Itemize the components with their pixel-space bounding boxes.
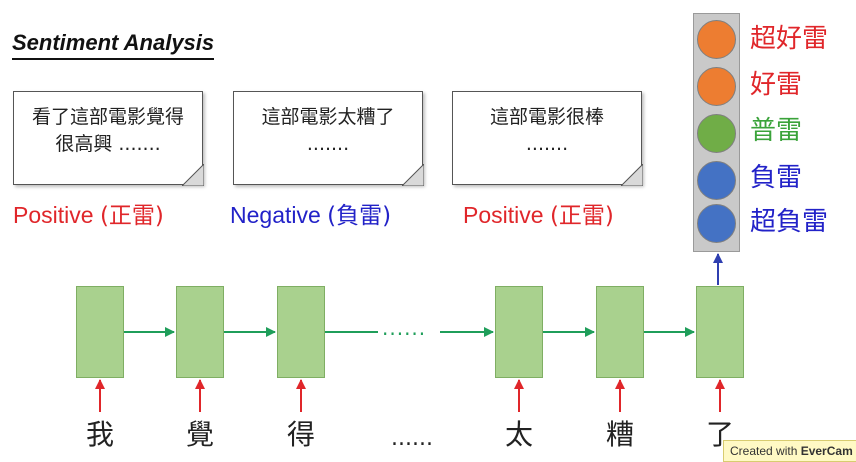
input-word-3: 得 (286, 418, 315, 451)
page-fold-icon (182, 164, 204, 186)
output-class-panel (693, 13, 740, 252)
input-word-5: 太 (504, 418, 533, 451)
label-en: Positive (463, 202, 544, 228)
page-fold-icon (621, 164, 643, 186)
class-label-4: 負雷 (750, 163, 803, 193)
review-label-2: Negative (負雷) (230, 196, 391, 230)
label-cn: (正雷) (549, 203, 614, 229)
class-label-5: 超負雷 (750, 207, 829, 237)
review-note-1: 看了這部電影覺得很高興 ....... (13, 91, 204, 186)
label-cn: (負雷) (327, 203, 392, 229)
review-note-3: 這部電影很棒 ....... (452, 91, 643, 186)
label-en: Positive (13, 202, 94, 228)
sequence-ellipsis: ...... (382, 316, 427, 340)
review-text: 看了這部電影覺得很高興 ....... (31, 106, 184, 155)
rnn-cell-3 (277, 286, 325, 378)
class-circle-3 (697, 114, 736, 153)
review-text: 這部電影太糟了 ....... (261, 106, 395, 155)
class-label-3: 普雷 (750, 116, 803, 146)
page-title: Sentiment Analysis (12, 30, 215, 60)
input-word-2: 覺 (185, 418, 214, 451)
rnn-cell-1 (76, 286, 124, 378)
rnn-cell-6 (696, 286, 744, 378)
input-word-ellipsis: ...... (391, 426, 433, 451)
rnn-cell-5 (596, 286, 644, 378)
review-label-3: Positive (正雷) (463, 196, 614, 230)
rnn-cell-4 (495, 286, 543, 378)
class-label-1: 超好雷 (750, 24, 829, 54)
label-en: Negative (230, 202, 321, 228)
input-word-1: 我 (85, 418, 114, 451)
class-circle-4 (697, 161, 736, 200)
review-note-2: 這部電影太糟了 ....... (233, 91, 424, 186)
rnn-cell-2 (176, 286, 224, 378)
class-label-2: 好雷 (750, 70, 803, 100)
review-text: 這部電影很棒 ....... (489, 106, 604, 155)
input-word-6: 糟 (605, 418, 634, 451)
watermark-brand: EverCam (800, 444, 853, 458)
class-circle-1 (697, 20, 736, 59)
class-circle-5 (697, 204, 736, 243)
class-circle-2 (697, 67, 736, 106)
watermark-prefix: Created with (730, 444, 801, 458)
page-fold-icon (402, 164, 424, 186)
label-cn: (正雷) (99, 203, 164, 229)
review-label-1: Positive (正雷) (13, 196, 164, 230)
